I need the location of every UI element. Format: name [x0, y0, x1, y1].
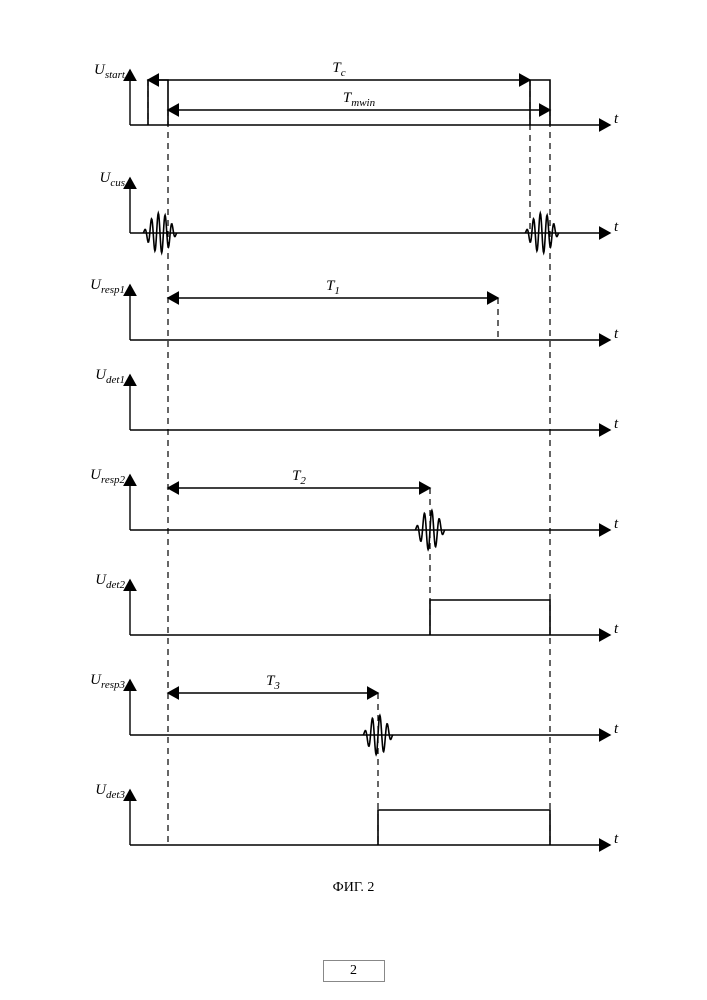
u_resp1-y-label: Uresp1 — [75, 277, 125, 299]
u_det1-t-label: t — [614, 416, 630, 436]
page-number-text: 2 — [350, 963, 357, 978]
u_start-t-label: t — [614, 111, 630, 131]
u_det3-t-label: t — [614, 831, 630, 851]
u_start-pulse-1 — [148, 80, 168, 125]
u_start-y-label: Ustart — [75, 62, 125, 84]
u_det2-y-label: Udet2 — [75, 572, 125, 594]
u_resp2-y-label: Uresp2 — [75, 467, 125, 489]
u_cus-t-label: t — [614, 219, 630, 239]
u_resp1-t-label: t — [614, 326, 630, 346]
u_resp2-t-label: t — [614, 516, 630, 536]
u_det1-y-label: Udet1 — [75, 367, 125, 389]
u_start-pulse-2 — [530, 80, 550, 125]
u_det3-y-label: Udet3 — [75, 782, 125, 804]
interval-T1-label: T1 — [303, 278, 363, 298]
u_cus-y-label: Ucus — [75, 170, 125, 192]
figure-container: Tc Tmwin T1 T2 T3 Ustart t Ucus t Uresp1 t Udet1 t Ur… — [0, 0, 707, 1000]
interval-Tc-label: Tc — [309, 60, 369, 80]
interval-T3-label: T3 — [243, 673, 303, 693]
u_resp3-y-label: Uresp3 — [75, 672, 125, 694]
u_det3-gate — [378, 810, 550, 845]
timing-diagram-svg: Tc Tmwin T1 T2 T3 Ustart t Ucus t Uresp1 t Udet1 t Ur… — [0, 0, 707, 1000]
interval-T2-label: T2 — [269, 468, 329, 488]
u_det2-gate — [430, 600, 550, 635]
page-number: 2 — [0, 960, 707, 982]
u_resp3-t-label: t — [614, 721, 630, 741]
interval-Tmwin-label: Tmwin — [329, 90, 389, 110]
u_det2-t-label: t — [614, 621, 630, 641]
figure-caption: ФИГ. 2 — [0, 880, 707, 896]
